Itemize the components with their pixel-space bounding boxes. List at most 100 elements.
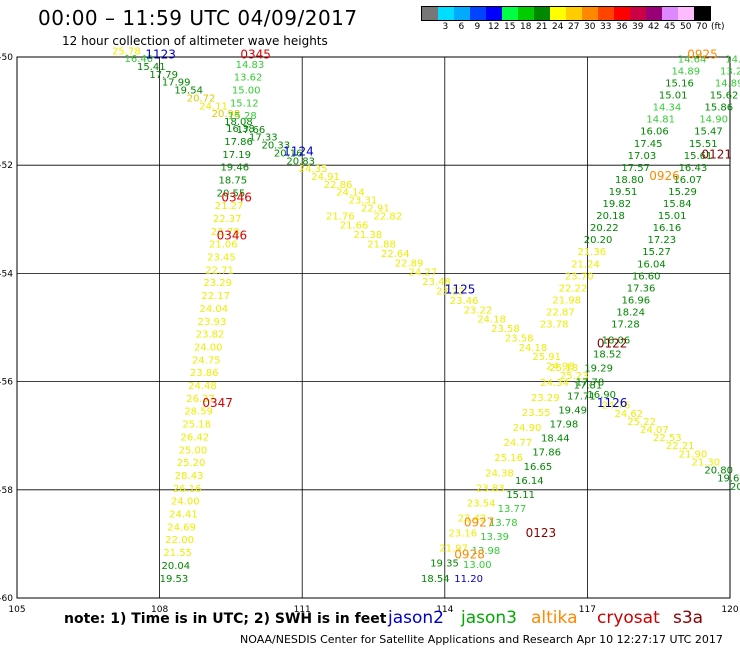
swh-value: 22.64 — [381, 249, 410, 260]
swh-value: 22.89 — [395, 258, 424, 269]
swh-value: 20.80 — [704, 466, 733, 477]
swh-value: 28.43 — [175, 471, 204, 482]
pass-time-label: 0123 — [526, 526, 557, 540]
swh-value: 15.00 — [232, 86, 261, 97]
swh-value: 22.37 — [213, 214, 242, 225]
swh-value: 13.62 — [234, 73, 263, 84]
swh-value: 15.16 — [665, 79, 694, 90]
swh-value: 13.00 — [463, 560, 492, 571]
legend-swatch — [454, 7, 470, 20]
swh-value: 15.01 — [659, 91, 688, 102]
legend-label: 30 — [584, 22, 596, 32]
legend-label: 12 — [488, 22, 500, 32]
lat-tick-label: -60 — [0, 594, 13, 604]
swh-value: 15.12 — [230, 98, 259, 109]
swh-value: 17.86 — [224, 137, 253, 148]
swh-value: 23.78 — [540, 320, 569, 331]
pass-time-label: 0345 — [240, 47, 271, 61]
pass-time-label: 0928 — [454, 548, 485, 562]
swh-value: 17.99 — [162, 78, 191, 89]
legend-swatch — [518, 7, 534, 20]
swh-value: 23.86 — [190, 368, 219, 379]
swh-value: 14.83 — [236, 60, 265, 71]
swh-value: 25.78 — [112, 46, 141, 57]
legend-unit: (ft) — [711, 22, 725, 32]
swh-value: 23.48 — [422, 277, 451, 288]
swh-value: 24.38 — [485, 468, 514, 479]
swh-value: 24.98 — [546, 362, 575, 373]
swh-value: 23.22 — [464, 305, 493, 316]
swh-value: 22.91 — [361, 203, 390, 214]
lat-tick-label: -56 — [0, 378, 13, 388]
swh-value: 17.57 — [621, 163, 650, 174]
swh-value: 17.28 — [611, 320, 640, 331]
swh-value: 19.49 — [558, 406, 587, 417]
swh-value: 16.14 — [515, 476, 544, 487]
swh-value: 20.33 — [261, 141, 290, 152]
swh-value: 24.04 — [200, 304, 229, 315]
swh-value: 21.97 — [439, 544, 468, 555]
swh-value: 24.35 — [299, 164, 328, 175]
swh-value: 17.86 — [532, 448, 561, 459]
footer-note: note: 1) Time is in UTC; 2) SWH is in fe… — [64, 611, 387, 627]
swh-value: 14.89 — [715, 79, 740, 90]
swh-value: 25.22 — [627, 417, 656, 428]
legend-swatch — [486, 7, 502, 20]
legend-label: 3 — [442, 22, 449, 32]
swh-value: 16.04 — [637, 259, 666, 270]
swh-value: 22.86 — [324, 180, 353, 191]
swh-value: 17.36 — [627, 283, 656, 294]
swh-value: 19.53 — [160, 574, 189, 585]
legend-label: 45 — [664, 22, 676, 32]
swh-value: 15.61 — [684, 151, 713, 162]
swh-value: 28.59 — [184, 407, 213, 418]
swh-value: 18.08 — [224, 117, 253, 128]
swh-value: 14.64 — [678, 54, 707, 65]
legend-swatch — [662, 7, 678, 20]
swh-value: 20.7 — [730, 482, 740, 493]
swh-value: 15.51 — [689, 139, 718, 150]
swh-value: 16.06 — [640, 127, 669, 138]
satellite-altika: altika — [531, 608, 578, 628]
legend-swatch — [630, 7, 646, 20]
swh-value: 22.71 — [205, 265, 234, 276]
swh-value: 16.07 — [673, 175, 702, 186]
swh-value: 15.84 — [663, 199, 692, 210]
swh-value: 18.80 — [615, 175, 644, 186]
swh-value: 20.22 — [590, 223, 619, 234]
swh-value: 22.53 — [653, 433, 682, 444]
pass-time-label: 0346 — [217, 229, 248, 243]
pass-time-label: 0347 — [202, 396, 233, 410]
swh-value: 13.78 — [489, 518, 518, 529]
swh-value: 22.87 — [546, 307, 575, 318]
swh-value: 17.79 — [149, 70, 178, 81]
swh-value: 17.71 — [567, 392, 596, 403]
swh-value: 24.62 — [614, 409, 643, 420]
swh-value: 23.70 — [565, 271, 594, 282]
swh-value: 16.40 — [125, 54, 154, 65]
legend-swatch — [534, 7, 550, 20]
swh-value: 19.82 — [603, 199, 632, 210]
swh-value: 24.00 — [171, 497, 200, 508]
swh-value: 14.90 — [699, 115, 728, 126]
swh-value: 18.24 — [616, 307, 645, 318]
swh-value: 16.60 — [632, 271, 661, 282]
swh-value: 16.96 — [622, 295, 651, 306]
lon-tick-label: 111 — [294, 605, 311, 615]
swh-value: 17.66 — [237, 125, 266, 136]
swh-value: 20.83 — [286, 156, 315, 167]
swh-value: 20.55 — [217, 188, 246, 199]
swh-value: 22.82 — [374, 211, 403, 222]
swh-value: 14.81 — [646, 115, 675, 126]
swh-value: 23.31 — [349, 196, 378, 207]
pass-time-label: 0122 — [597, 337, 628, 351]
lat-tick-label: -52 — [0, 161, 13, 171]
lat-tick-label: -54 — [0, 269, 13, 279]
swh-value: 17.78 — [576, 378, 605, 389]
swh-value: 23.16 — [449, 529, 478, 540]
legend-swatch — [598, 7, 614, 20]
legend-label: 18 — [520, 22, 532, 32]
swh-value: 18.06 — [602, 336, 631, 347]
swh-value: 24.91 — [311, 172, 340, 183]
swh-value: 16.65 — [524, 462, 553, 473]
